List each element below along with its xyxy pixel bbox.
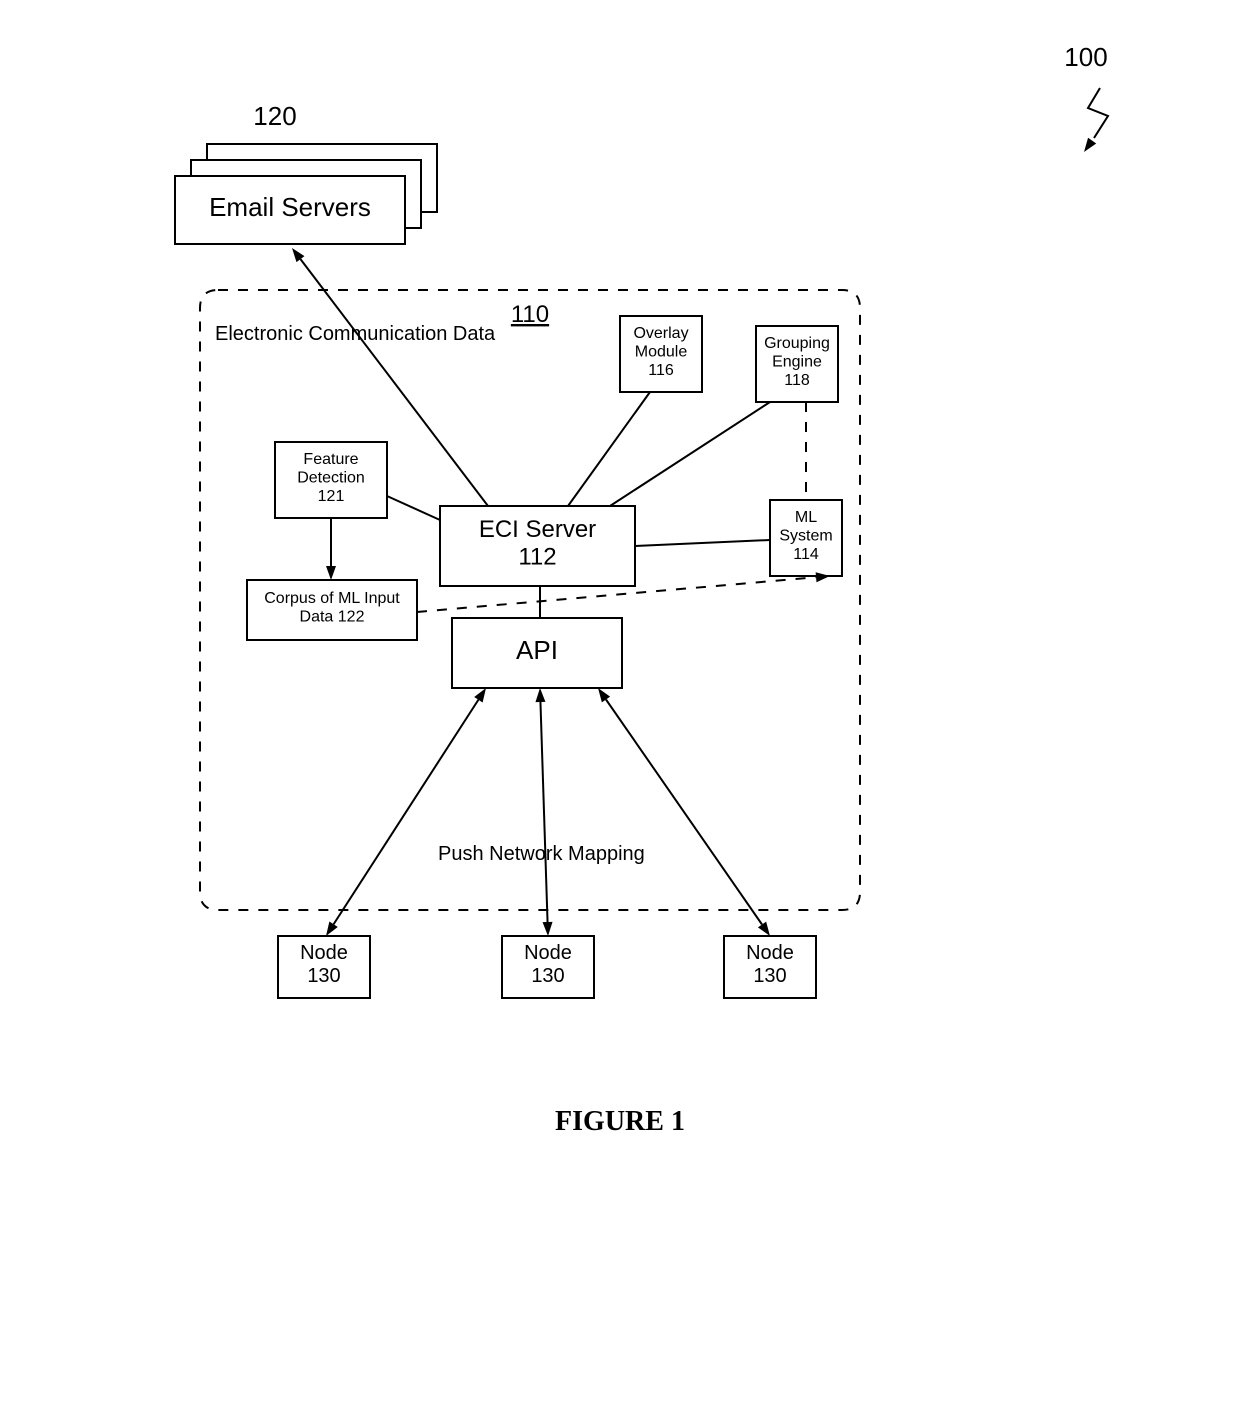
svg-text:130: 130: [531, 965, 564, 987]
container-110-label: 110: [511, 301, 549, 328]
svg-text:130: 130: [753, 965, 786, 987]
svg-text:Node: Node: [300, 942, 348, 964]
svg-text:Engine: Engine: [772, 353, 822, 370]
svg-text:System: System: [779, 527, 832, 544]
svg-text:114: 114: [793, 546, 819, 563]
svg-text:Node: Node: [746, 942, 794, 964]
push-network-mapping-label: Push Network Mapping: [438, 843, 645, 865]
svg-text:Feature: Feature: [303, 451, 358, 468]
svg-text:Overlay: Overlay: [633, 325, 688, 342]
figure-caption: FIGURE 1: [555, 1106, 685, 1137]
svg-text:API: API: [516, 635, 558, 665]
svg-text:ML: ML: [795, 509, 817, 526]
figure-1-diagram: 110 100 Email Servers 120 Electronic Communi…: [0, 0, 1240, 1403]
svg-text:121: 121: [318, 488, 345, 505]
svg-text:Data 122: Data 122: [300, 609, 365, 626]
svg-text:118: 118: [784, 372, 810, 389]
svg-text:Corpus of ML Input: Corpus of ML Input: [264, 590, 400, 607]
svg-text:ECI Server: ECI Server: [479, 516, 596, 543]
svg-text:116: 116: [648, 362, 674, 379]
svg-text:130: 130: [307, 965, 340, 987]
svg-text:Grouping: Grouping: [764, 335, 830, 352]
figure-ref-100: 100: [1064, 42, 1107, 72]
svg-text:Email Servers: Email Servers: [209, 192, 371, 222]
svg-text:Detection: Detection: [297, 469, 365, 486]
svg-text:112: 112: [518, 544, 556, 571]
figure-ref-100-arrow: [1088, 88, 1108, 138]
svg-text:Node: Node: [524, 942, 572, 964]
electronic-communication-data-label: Electronic Communication Data: [215, 323, 496, 345]
email-servers-ref: 120: [253, 101, 296, 131]
svg-text:Module: Module: [635, 343, 688, 360]
